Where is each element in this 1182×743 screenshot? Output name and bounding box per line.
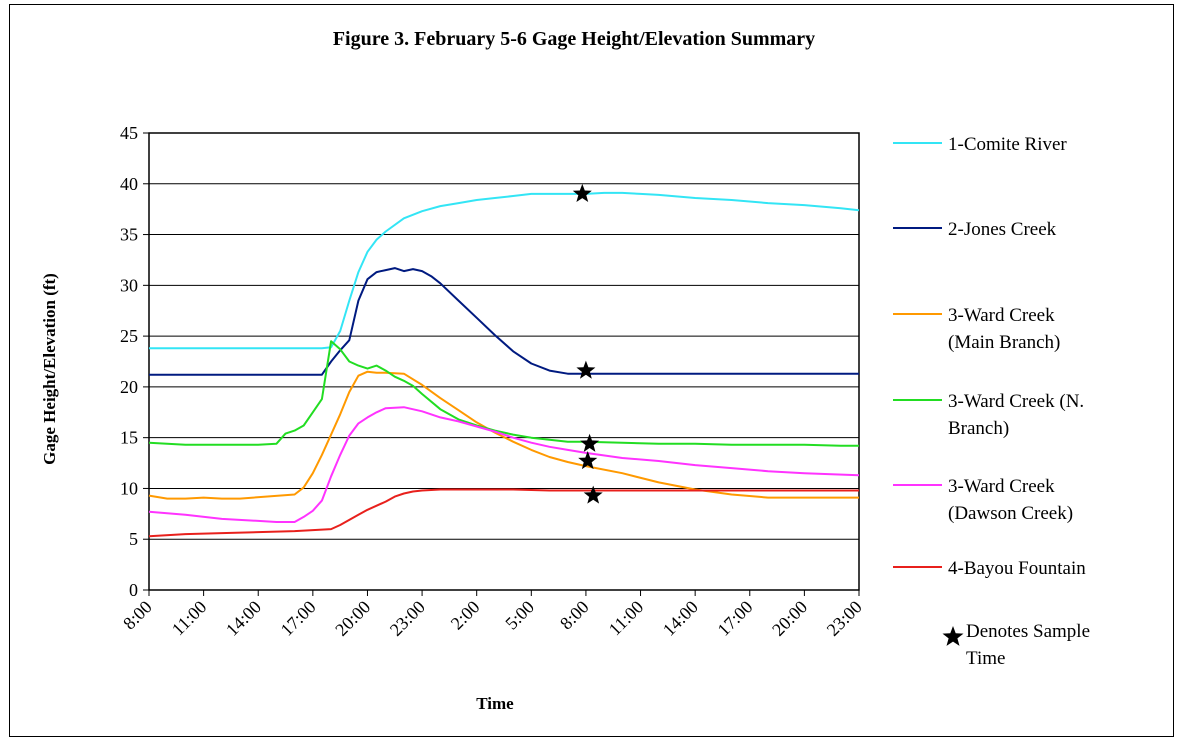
legend-label-4: 3-Ward Creek (N. (948, 391, 1084, 412)
plot-area: 0 5 10 15 20 25 30 35 40 45 8:00 11:00 14:00 17:00 20:… (119, 123, 866, 640)
y-tick-label-20: 20 (120, 377, 138, 397)
y-tick-label-25: 25 (120, 326, 138, 346)
x-axis-title: Time (476, 694, 514, 713)
sample-time-star (576, 360, 596, 379)
legend-label-6: 4-Bayou Fountain (948, 558, 1086, 579)
sample-time-star (578, 451, 598, 470)
x-tick-label-2: 14:00 (222, 597, 265, 640)
legend-label-4: Branch) (948, 418, 1009, 439)
chart-svg: Figure 3. February 5-6 Gage Height/Eleva… (40, 28, 1090, 713)
y-tick-label-15: 15 (120, 428, 138, 448)
legend-star-icon (942, 626, 964, 646)
x-tick-label-0: 8:00 (119, 597, 156, 634)
legend-label-5: (Dawson Creek) (948, 503, 1073, 524)
series-line-1 (149, 191, 860, 350)
y-tick-label-0: 0 (129, 580, 138, 600)
sample-time-star (572, 183, 592, 202)
legend: 1-Comite River 2-Jones Creek 3-Ward Creek (… (893, 134, 1090, 669)
legend-label-5: 3-Ward Creek (948, 476, 1055, 497)
y-tick-label-5: 5 (129, 529, 138, 549)
x-tick-label-6: 2:00 (447, 597, 484, 634)
y-tick-label-35: 35 (120, 225, 138, 245)
sample-time-star (580, 433, 600, 452)
legend-label-3: 3-Ward Creek (948, 305, 1055, 326)
y-tick-label-30: 30 (120, 275, 138, 295)
series-line-2 (149, 267, 859, 376)
series-line-3 (148, 370, 859, 500)
x-tick-label-9: 11:00 (605, 597, 648, 640)
series-line-4 (148, 340, 859, 447)
x-tick-label-13: 23:00 (823, 597, 866, 640)
x-tick-label-7: 5:00 (501, 597, 538, 634)
x-tick-label-11: 17:00 (713, 597, 756, 640)
x-tick-label-8: 8:00 (556, 597, 593, 634)
legend-label-2: 2-Jones Creek (948, 219, 1057, 240)
y-axis-title: Gage Height/Elevation (ft) (40, 273, 59, 465)
chart-frame: Figure 3. February 5-6 Gage Height/Eleva… (9, 4, 1174, 737)
chart-title: Figure 3. February 5-6 Gage Height/Eleva… (333, 28, 815, 50)
legend-sample-time-label: Time (966, 648, 1005, 669)
x-tick-label-10: 14:00 (659, 597, 702, 640)
x-tick-label-12: 20:00 (768, 597, 811, 640)
legend-label-3: (Main Branch) (948, 332, 1060, 353)
x-tick-label-1: 11:00 (168, 597, 211, 640)
x-tick-label-3: 17:00 (277, 597, 320, 640)
y-tick-label-45: 45 (120, 123, 138, 143)
y-tick-label-40: 40 (120, 174, 138, 194)
legend-sample-time-label: Denotes Sample (966, 621, 1090, 642)
y-tick-label-10: 10 (120, 478, 138, 498)
x-tick-label-5: 23:00 (386, 597, 429, 640)
x-tick-label-4: 20:00 (331, 597, 374, 640)
series-line-6 (148, 488, 859, 538)
legend-label-1: 1-Comite River (948, 134, 1067, 155)
sample-time-star (583, 485, 603, 504)
series-line-5 (148, 406, 860, 523)
plot-border (148, 132, 860, 591)
